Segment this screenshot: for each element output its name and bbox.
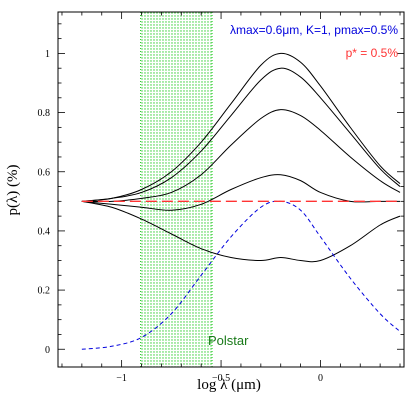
reference-line-label: p* = 0.5% (346, 46, 399, 60)
series-line-4 (81, 174, 401, 211)
x-axis-label: log λ (μm) (197, 377, 261, 393)
x-tick-label: 0 (318, 373, 323, 384)
y-tick-label: 0.4 (38, 226, 51, 237)
x-tick-label: −1 (116, 373, 127, 384)
y-tick-label: 0 (45, 345, 50, 356)
y-tick-label: 1 (45, 49, 50, 60)
y-axis-label: p(λ) (%) (5, 164, 21, 215)
series-line-3 (81, 109, 401, 203)
series-line-6 (81, 200, 401, 350)
band-label-polstar: Polstar (208, 333, 249, 348)
parameter-annotation: λmax=0.6μm, K=1, pmax=0.5% (230, 23, 398, 37)
polstar-band (140, 12, 213, 367)
y-tick-label: 0.2 (38, 286, 51, 297)
series-line-2 (81, 67, 401, 202)
y-tick-label: 0.8 (38, 108, 51, 119)
plot-frame (57, 11, 405, 368)
series-line-1 (81, 52, 401, 202)
x-tick-label: −0.5 (212, 373, 230, 384)
y-tick-label: 0.6 (38, 167, 51, 178)
series-line-5 (81, 200, 401, 263)
